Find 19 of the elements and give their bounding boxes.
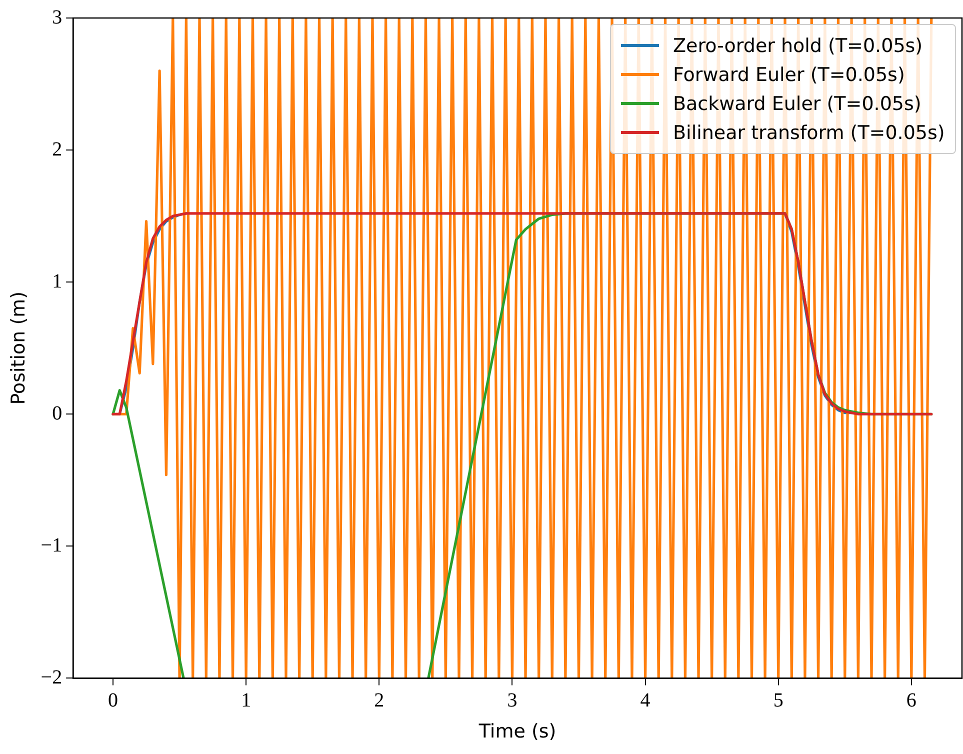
legend-label: Bilinear transform (T=0.05s) — [673, 122, 945, 144]
y-axis-title: Position (m) — [7, 291, 30, 405]
x-tick-label: 4 — [640, 689, 650, 712]
y-tick-label: 0 — [52, 402, 62, 424]
x-tick-label: 6 — [906, 689, 916, 712]
legend-label: Forward Euler (T=0.05s) — [673, 64, 905, 86]
y-tick-label: −2 — [40, 666, 62, 688]
y-tick-label: 2 — [52, 138, 62, 160]
y-tick-label: 1 — [52, 270, 62, 292]
x-tick-label: 0 — [108, 689, 118, 712]
legend-label: Zero-order hold (T=0.05s) — [673, 34, 923, 56]
x-tick-label: 2 — [374, 689, 384, 712]
x-tick-label: 3 — [507, 689, 518, 712]
x-axis-title: Time (s) — [478, 720, 556, 743]
legend-label: Backward Euler (T=0.05s) — [673, 92, 922, 114]
y-tick-label: −1 — [40, 534, 62, 556]
y-tick-label: 3 — [52, 6, 62, 28]
x-tick-label: 5 — [773, 689, 784, 712]
x-tick-label: 1 — [241, 689, 252, 712]
